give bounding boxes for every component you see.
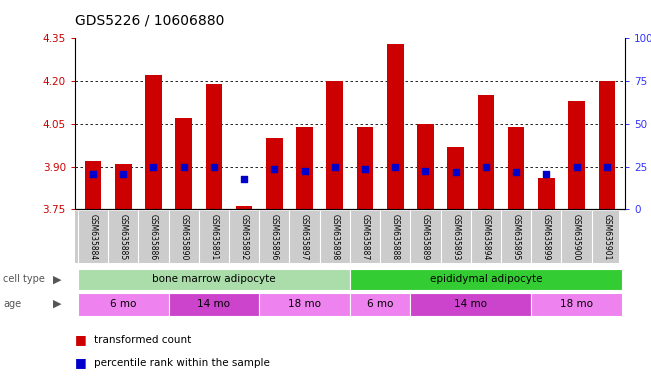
Text: bone marrow adipocyte: bone marrow adipocyte [152,274,276,285]
Text: GSM635895: GSM635895 [512,214,521,260]
Bar [206,84,222,209]
Text: 18 mo: 18 mo [288,299,321,309]
Text: percentile rank within the sample: percentile rank within the sample [94,358,270,368]
Bar [169,293,259,316]
Point [88,170,98,177]
Point [572,164,582,170]
Point [421,168,431,174]
Bar [598,81,615,209]
Point [360,166,370,172]
Text: GSM635892: GSM635892 [240,214,249,260]
Text: GSM635886: GSM635886 [149,214,158,260]
Point [178,164,189,170]
Text: GSM635900: GSM635900 [572,214,581,260]
Text: epididymal adipocyte: epididymal adipocyte [430,274,542,285]
Text: 6 mo: 6 mo [367,299,393,309]
Bar [85,161,102,209]
Bar [568,101,585,209]
Bar [78,293,169,316]
Bar [410,293,531,316]
Point [299,168,310,174]
Point [511,169,521,175]
Text: GSM635885: GSM635885 [118,214,128,260]
Point [239,176,249,182]
Text: 6 mo: 6 mo [110,299,137,309]
Bar [175,118,192,209]
Point [450,169,461,175]
Text: GSM635893: GSM635893 [451,214,460,260]
Text: GSM635894: GSM635894 [482,214,490,260]
Text: cell type: cell type [3,274,45,285]
Bar [78,269,350,290]
Bar [417,124,434,209]
Text: age: age [3,299,21,309]
Text: ▶: ▶ [53,299,62,309]
Text: GSM635889: GSM635889 [421,214,430,260]
Text: 18 mo: 18 mo [560,299,593,309]
Text: GSM635897: GSM635897 [300,214,309,260]
Point [209,164,219,170]
Text: ■: ■ [75,333,87,346]
Text: 14 mo: 14 mo [454,299,488,309]
Bar [115,164,132,209]
Point [269,166,279,172]
Text: GSM635887: GSM635887 [361,214,370,260]
Bar [350,293,410,316]
Text: GSM635898: GSM635898 [330,214,339,260]
Text: GSM635890: GSM635890 [179,214,188,260]
Text: GDS5226 / 10606880: GDS5226 / 10606880 [75,13,224,27]
Point [148,164,159,170]
Bar [145,75,161,209]
Text: GSM635896: GSM635896 [270,214,279,260]
Bar [266,138,283,209]
Text: GSM635884: GSM635884 [89,214,98,260]
Bar [259,293,350,316]
Bar [296,127,313,209]
Bar [357,127,373,209]
Bar [236,207,253,209]
Text: GSM635901: GSM635901 [602,214,611,260]
Bar [478,95,494,209]
Bar [387,44,404,209]
Text: GSM635888: GSM635888 [391,214,400,260]
Point [480,164,491,170]
Bar [327,81,343,209]
Text: ▶: ▶ [53,274,62,285]
Text: GSM635899: GSM635899 [542,214,551,260]
Text: ■: ■ [75,356,87,369]
Point [390,164,400,170]
Bar [350,269,622,290]
Text: 14 mo: 14 mo [197,299,230,309]
Bar [447,147,464,209]
Point [118,170,128,177]
Bar [531,293,622,316]
Text: transformed count: transformed count [94,335,191,345]
Point [329,164,340,170]
Text: GSM635891: GSM635891 [210,214,218,260]
Bar [538,178,555,209]
Bar [508,127,525,209]
Point [541,170,551,177]
Point [602,164,612,170]
